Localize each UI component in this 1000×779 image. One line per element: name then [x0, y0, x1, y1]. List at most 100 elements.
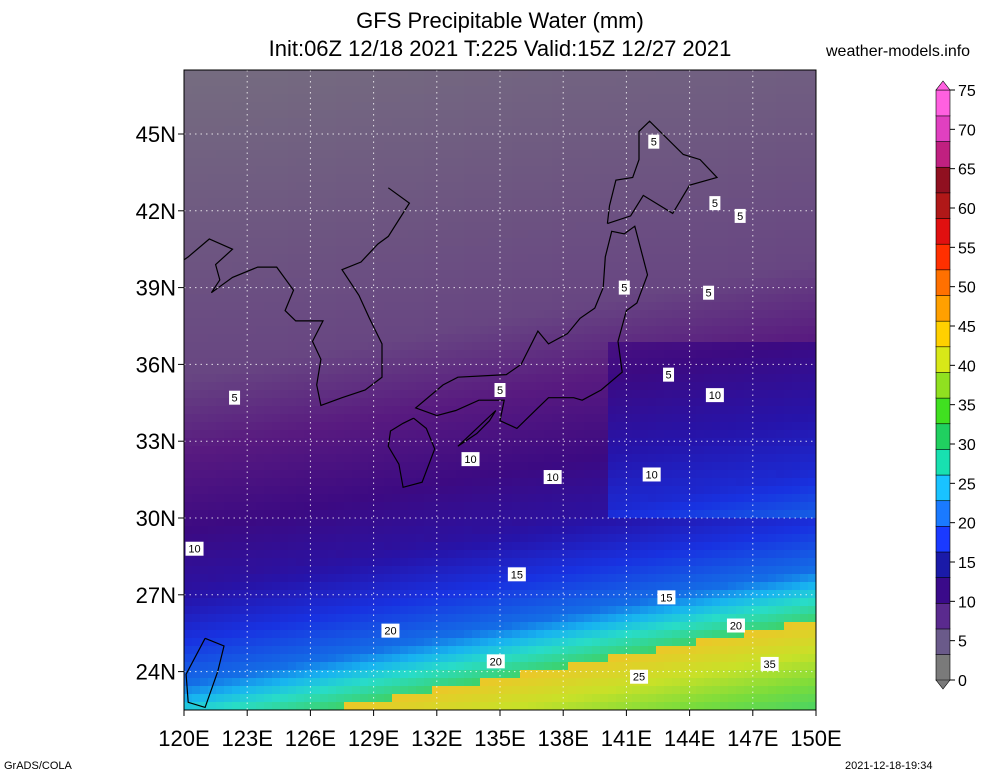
x-tick-label: 123E [222, 726, 273, 751]
colorbar-segment [935, 474, 951, 502]
grid-lines [184, 70, 816, 710]
y-tick-label: 45N [136, 122, 176, 147]
colorbar-segment [935, 525, 951, 553]
contour-label-box [705, 388, 724, 403]
contour-label: 5 [621, 283, 627, 295]
coastline-5 [185, 637, 225, 709]
contour-label: 20 [384, 626, 396, 638]
contour-label: 15 [511, 569, 523, 581]
colorbar-label: 55 [958, 240, 976, 257]
coastlines [184, 120, 719, 709]
contour-label: 10 [646, 469, 658, 481]
colorbar-label: 40 [958, 358, 976, 375]
y-axis: 24N 27N 30N 33N 36N 39N 42N 45N [136, 122, 184, 685]
colorbar-segment [935, 602, 951, 630]
colorbar-bottom-arrow [935, 679, 951, 690]
colorbar-label: 75 [958, 83, 976, 100]
contour-label-box [543, 470, 562, 485]
y-tick-label: 36N [136, 352, 176, 377]
contour-label-box [630, 669, 649, 684]
colorbar-segment [935, 346, 951, 373]
colorbar-segment [935, 294, 951, 322]
colorbar-segment [935, 448, 951, 476]
contour-label-box [229, 390, 241, 405]
contour-label-box [486, 654, 505, 669]
colorbar-label: 15 [958, 555, 976, 572]
x-axis: 120E 123E 126E 129E 132E 135E 138E 141E 144E 147E… [158, 710, 842, 751]
contour-label-box [494, 383, 506, 397]
contour-label-box [709, 196, 721, 211]
contour-label: 20 [730, 621, 742, 633]
colorbar-segment [935, 141, 951, 168]
colorbar-label: 30 [958, 437, 976, 454]
contour-label-box [760, 656, 779, 671]
colorbar-segment [935, 551, 951, 578]
y-tick-label: 42N [136, 199, 176, 224]
colorbar-label: 20 [958, 516, 976, 533]
footer-left: GrADS/COLA [4, 760, 72, 772]
colorbar-segment [935, 371, 951, 399]
colorbar-label: 10 [958, 594, 976, 611]
coastline-3 [457, 410, 497, 447]
x-tick-label: 150E [790, 726, 841, 751]
coastline-1 [387, 417, 436, 489]
contour-label: 5 [712, 198, 718, 210]
y-tick-label: 30N [136, 506, 176, 531]
colorbar-segment [935, 577, 951, 604]
contour-label: 25 [633, 672, 645, 684]
contour-label: 5 [651, 137, 657, 149]
contour-label: 10 [547, 472, 559, 484]
contour-label-box [734, 208, 746, 223]
pw-field [184, 70, 816, 710]
site-label: weather-models.info [826, 43, 971, 60]
colorbar-segment [935, 243, 951, 271]
colorbar-segment [935, 397, 951, 425]
colorbar-label: 50 [958, 280, 976, 297]
x-tick-label: 120E [158, 726, 209, 751]
coastline-0 [184, 187, 411, 407]
colorbar-segment [935, 628, 951, 655]
colorbar-segment [935, 654, 951, 681]
contour-labels: 5 5 5 5 5 5 5 5 10 10 10 10 10 15 15 20 20 20 25 35 [185, 134, 779, 684]
colorbar: 0 5 10 15 20 25 30 35 40 45 50 55 60 65 70 75 [935, 80, 976, 690]
y-tick-label: 24N [136, 660, 176, 685]
x-tick-label: 135E [474, 726, 525, 751]
contour-label: 15 [660, 592, 672, 604]
chart-subtitle: Init:06Z 12/18 2021 T:225 Valid:15Z 12/2… [268, 36, 732, 61]
contour-label: 5 [737, 211, 743, 223]
colorbar-segment [935, 89, 951, 117]
colorbar-segment [935, 166, 951, 194]
contour-label: 5 [705, 288, 711, 300]
x-tick-label: 141E [601, 726, 652, 751]
contour-label-box [648, 134, 660, 149]
footer-timestamp: 2021-12-18-19:34 [845, 760, 933, 772]
contour-label: 5 [497, 385, 503, 397]
colorbar-label: 5 [958, 634, 967, 651]
y-tick-label: 27N [136, 583, 176, 608]
contour-label: 10 [464, 454, 476, 466]
coastline-2 [414, 225, 649, 430]
contour-label-box [663, 367, 675, 382]
x-tick-label: 126E [285, 726, 336, 751]
contour-label-box [461, 452, 480, 467]
contour-label-box [703, 285, 715, 300]
contour-label: 20 [490, 656, 502, 668]
coastline-4 [606, 120, 719, 225]
x-tick-label: 129E [348, 726, 399, 751]
colorbar-label: 0 [958, 673, 967, 690]
colorbar-label: 65 [958, 162, 976, 179]
contour-label-box [618, 280, 630, 295]
contour-label: 5 [665, 370, 671, 382]
colorbar-top-arrow [935, 80, 951, 91]
colorbar-segment [935, 192, 951, 219]
contour-label-box [381, 623, 400, 638]
chart-title: GFS Precipitable Water (mm) [356, 8, 644, 33]
y-tick-label: 33N [136, 429, 176, 454]
contour-label-box [507, 567, 526, 582]
contour-label-box [642, 467, 661, 482]
colorbar-label: 35 [958, 398, 976, 415]
colorbar-segment [935, 217, 951, 245]
contour-label: 10 [188, 544, 200, 556]
colorbar-segment [935, 500, 951, 527]
